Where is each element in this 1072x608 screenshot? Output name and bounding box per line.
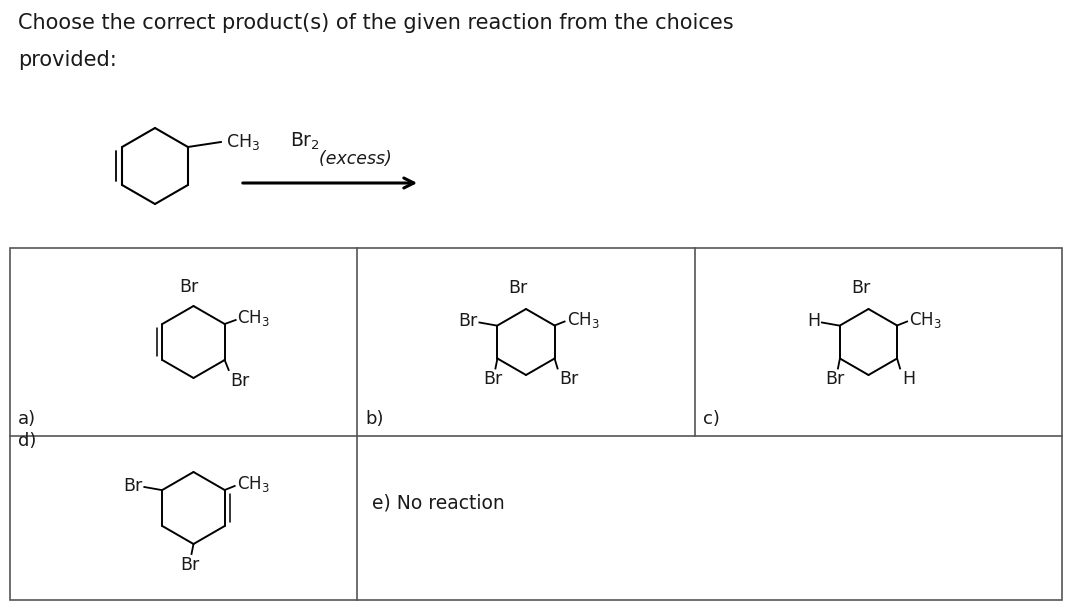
- Text: CH$_3$: CH$_3$: [237, 474, 269, 494]
- Text: Br: Br: [508, 279, 527, 297]
- Text: CH$_3$: CH$_3$: [567, 309, 599, 330]
- Text: (⁠excess⁠): (⁠excess⁠): [318, 150, 391, 168]
- Text: CH$_3$: CH$_3$: [226, 132, 260, 152]
- Text: Br: Br: [560, 370, 579, 389]
- Bar: [10, 248, 1062, 600]
- Text: Br: Br: [851, 279, 870, 297]
- Text: Br: Br: [458, 313, 477, 331]
- Text: H: H: [807, 313, 820, 331]
- Text: provided:: provided:: [18, 50, 117, 70]
- Text: Br$_2$: Br$_2$: [291, 131, 319, 152]
- Text: Br: Br: [123, 477, 143, 495]
- Text: H: H: [902, 370, 915, 389]
- Text: d): d): [18, 432, 36, 450]
- Text: a): a): [18, 410, 36, 428]
- Text: Br: Br: [825, 370, 845, 389]
- Text: e) No reaction: e) No reaction: [372, 494, 505, 513]
- Text: Br: Br: [179, 278, 198, 296]
- Text: Choose the correct product(s) of the given reaction from the choices: Choose the correct product(s) of the giv…: [18, 13, 733, 33]
- Text: c): c): [703, 410, 720, 428]
- Text: CH$_3$: CH$_3$: [909, 309, 942, 330]
- Text: CH$_3$: CH$_3$: [237, 308, 269, 328]
- Text: Br: Br: [230, 372, 250, 390]
- Text: b): b): [364, 410, 384, 428]
- Text: Br: Br: [180, 556, 199, 574]
- Text: Br: Br: [482, 370, 502, 389]
